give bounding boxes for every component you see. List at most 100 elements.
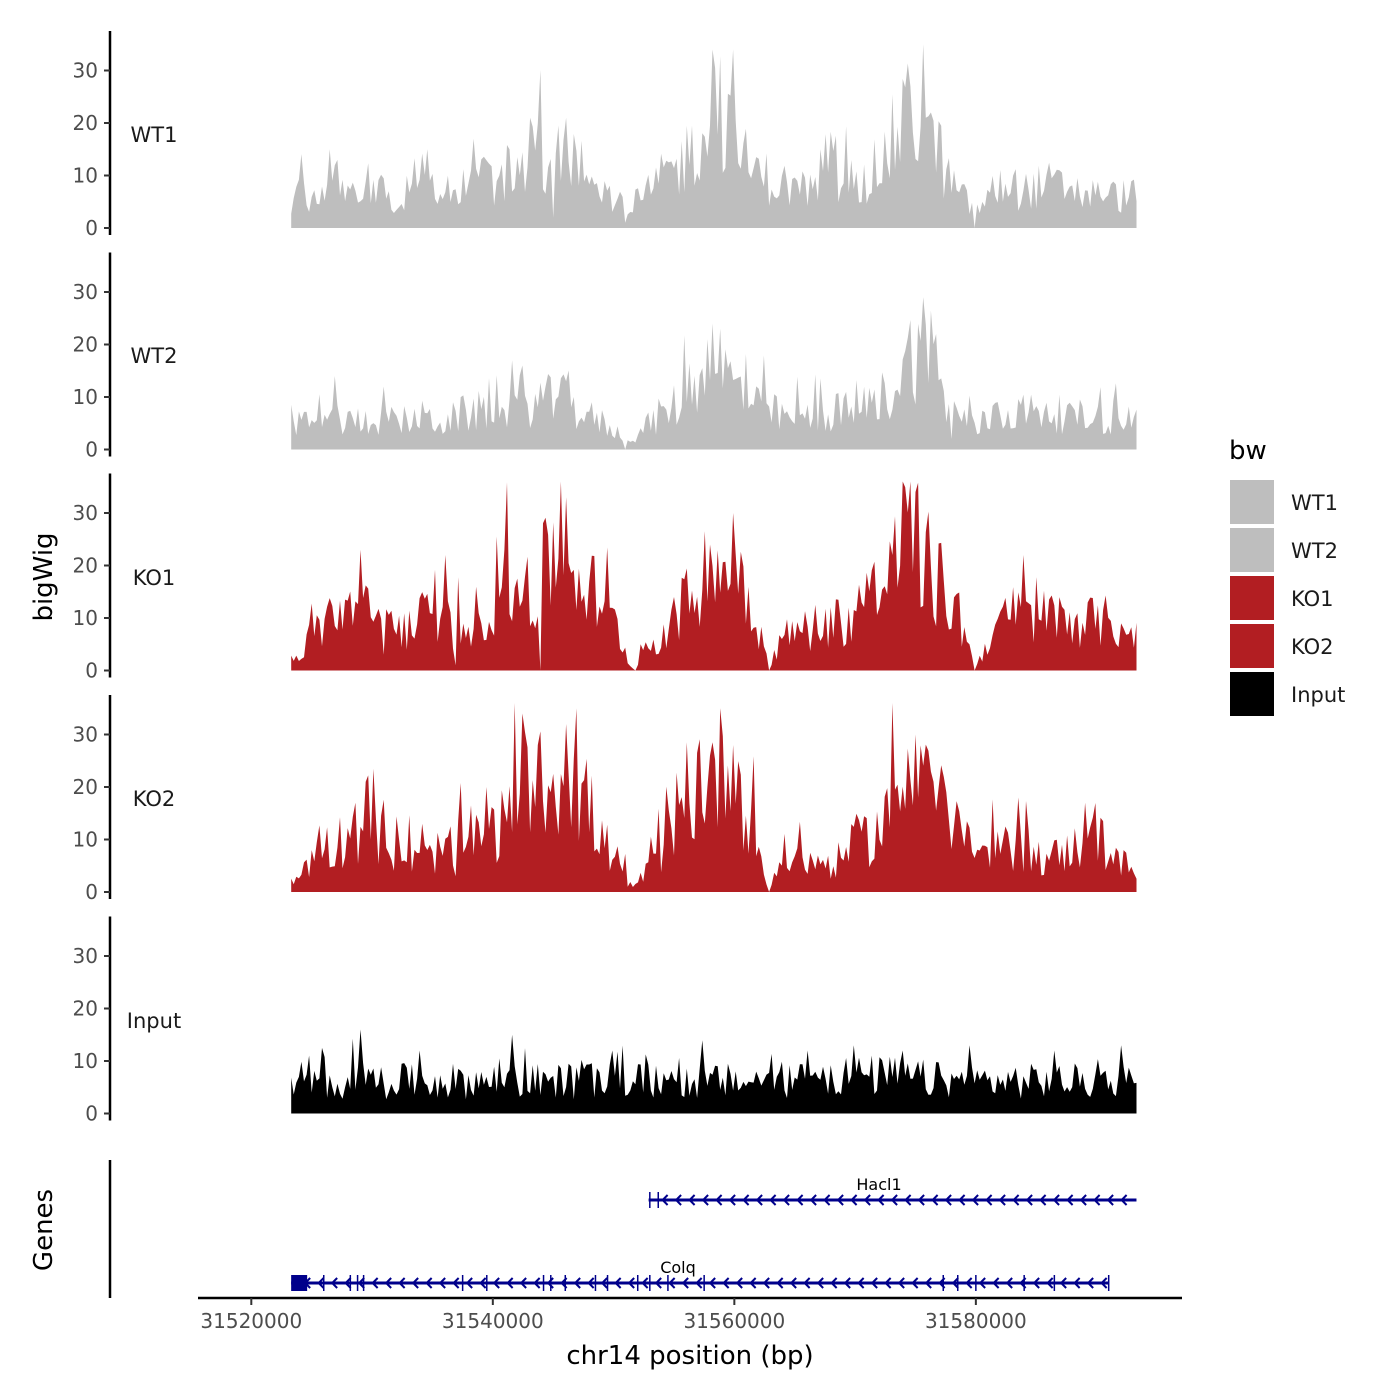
- gene-hacl1: Hacl1: [648, 1175, 1137, 1208]
- strand-arrow: [614, 1277, 622, 1289]
- y-tick-label: 30: [73, 723, 98, 747]
- strand-arrow: [384, 1277, 392, 1289]
- track-label-wt1: WT1: [131, 123, 178, 147]
- strand-arrow: [1046, 1277, 1054, 1289]
- strand-arrow: [641, 1277, 649, 1289]
- y-tick-label: 0: [85, 1102, 98, 1126]
- strand-arrow: [1093, 1194, 1101, 1206]
- strand-arrow: [857, 1277, 865, 1289]
- strand-arrow: [965, 1277, 973, 1289]
- legend-item-ko1: KO1: [1230, 576, 1334, 620]
- y-tick-label: 20: [73, 997, 98, 1021]
- strand-arrow: [1086, 1277, 1094, 1289]
- x-tick-label: 31560000: [683, 1309, 785, 1333]
- strand-arrow: [695, 1277, 703, 1289]
- track-input: 0 10 20 30 Input: [73, 916, 1137, 1126]
- signal-area-wt1: [291, 44, 1137, 228]
- strand-arrow: [600, 1277, 608, 1289]
- strand-arrow: [344, 1277, 352, 1289]
- x-tick-label: 31580000: [925, 1309, 1027, 1333]
- strand-arrow: [971, 1194, 979, 1206]
- gene-name-colq: Colq: [660, 1258, 696, 1277]
- x-axis-title: chr14 position (bp): [566, 1341, 813, 1371]
- strand-arrow: [958, 1194, 966, 1206]
- strand-arrow: [816, 1277, 824, 1289]
- strand-arrow: [1100, 1277, 1108, 1289]
- strand-arrow: [749, 1277, 757, 1289]
- strand-arrow: [1025, 1194, 1033, 1206]
- strand-arrow: [1066, 1194, 1074, 1206]
- legend-item-wt2: WT2: [1230, 528, 1338, 572]
- x-tick-label: 31540000: [442, 1309, 544, 1333]
- strand-arrow: [762, 1277, 770, 1289]
- strand-arrow: [1032, 1277, 1040, 1289]
- legend-swatch: [1230, 528, 1274, 572]
- y-tick-label: 30: [73, 280, 98, 304]
- strand-arrow: [863, 1194, 871, 1206]
- y-tick-label: 10: [73, 385, 98, 409]
- legend-label: KO1: [1291, 587, 1334, 611]
- strand-arrow: [492, 1277, 500, 1289]
- strand-arrow: [438, 1277, 446, 1289]
- legend-swatch: [1230, 672, 1274, 716]
- y-tick-label: 10: [73, 828, 98, 852]
- track-wt1: 0 10 20 30 WT1: [73, 31, 1137, 240]
- strand-arrow: [465, 1277, 473, 1289]
- gene-name-hacl1: Hacl1: [856, 1175, 901, 1194]
- strand-arrow: [681, 1277, 689, 1289]
- strand-arrow: [506, 1277, 514, 1289]
- y-tick-label: 30: [73, 944, 98, 968]
- strand-arrow: [1079, 1194, 1087, 1206]
- track-label-input: Input: [127, 1009, 181, 1033]
- strand-arrow: [411, 1277, 419, 1289]
- x-tick-label: 31520000: [200, 1309, 302, 1333]
- strand-arrow: [836, 1194, 844, 1206]
- strand-arrow: [573, 1277, 581, 1289]
- strand-arrow: [661, 1194, 669, 1206]
- strand-arrow: [654, 1277, 662, 1289]
- y-tick-label: 10: [73, 606, 98, 630]
- strand-arrow: [931, 1194, 939, 1206]
- gene-colq: Colq: [291, 1258, 1110, 1291]
- legend-title: bw: [1229, 436, 1267, 466]
- strand-arrow: [998, 1194, 1006, 1206]
- strand-arrow: [877, 1194, 885, 1206]
- strand-arrow: [809, 1194, 817, 1206]
- strand-arrow: [587, 1277, 595, 1289]
- strand-arrow: [330, 1277, 338, 1289]
- y-tick-label: 30: [73, 59, 98, 83]
- legend-label: WT1: [1291, 491, 1338, 515]
- y-tick-label: 30: [73, 501, 98, 525]
- strand-arrow: [978, 1277, 986, 1289]
- y-tick-label: 20: [73, 333, 98, 357]
- strand-arrow: [728, 1194, 736, 1206]
- y-axis-title: bigWig: [29, 532, 59, 621]
- strand-arrow: [317, 1277, 325, 1289]
- track-ko2: 0 10 20 30 KO2: [73, 695, 1137, 904]
- y-tick-label: 0: [85, 659, 98, 683]
- legend: bw WT1 WT2 KO1 KO2 Input: [1229, 436, 1345, 716]
- y-tick-label: 20: [73, 775, 98, 799]
- strand-arrow: [843, 1277, 851, 1289]
- strand-arrow: [985, 1194, 993, 1206]
- strand-arrow: [789, 1277, 797, 1289]
- y-tick-label: 0: [85, 438, 98, 462]
- y-tick-label: 20: [73, 111, 98, 135]
- legend-swatch: [1230, 576, 1274, 620]
- strand-arrow: [924, 1277, 932, 1289]
- legend-label: WT2: [1291, 539, 1338, 563]
- strand-arrow: [796, 1194, 804, 1206]
- strand-arrow: [1059, 1277, 1067, 1289]
- strand-arrow: [890, 1194, 898, 1206]
- x-axis: 31520000 31540000 31560000 31580000: [198, 1296, 1182, 1333]
- signal-tracks: 0 10 20 30 WT1 0 10 20 30 WT2 0 10 20 30 KO1 0 10 20 30 KO2…: [73, 31, 1137, 1126]
- legend-label: KO2: [1291, 635, 1334, 659]
- strand-arrow: [884, 1277, 892, 1289]
- strand-arrow: [708, 1277, 716, 1289]
- strand-arrow: [398, 1277, 406, 1289]
- strand-arrow: [911, 1277, 919, 1289]
- strand-arrow: [742, 1194, 750, 1206]
- strand-arrow: [830, 1277, 838, 1289]
- legend-item-input: Input: [1230, 672, 1345, 716]
